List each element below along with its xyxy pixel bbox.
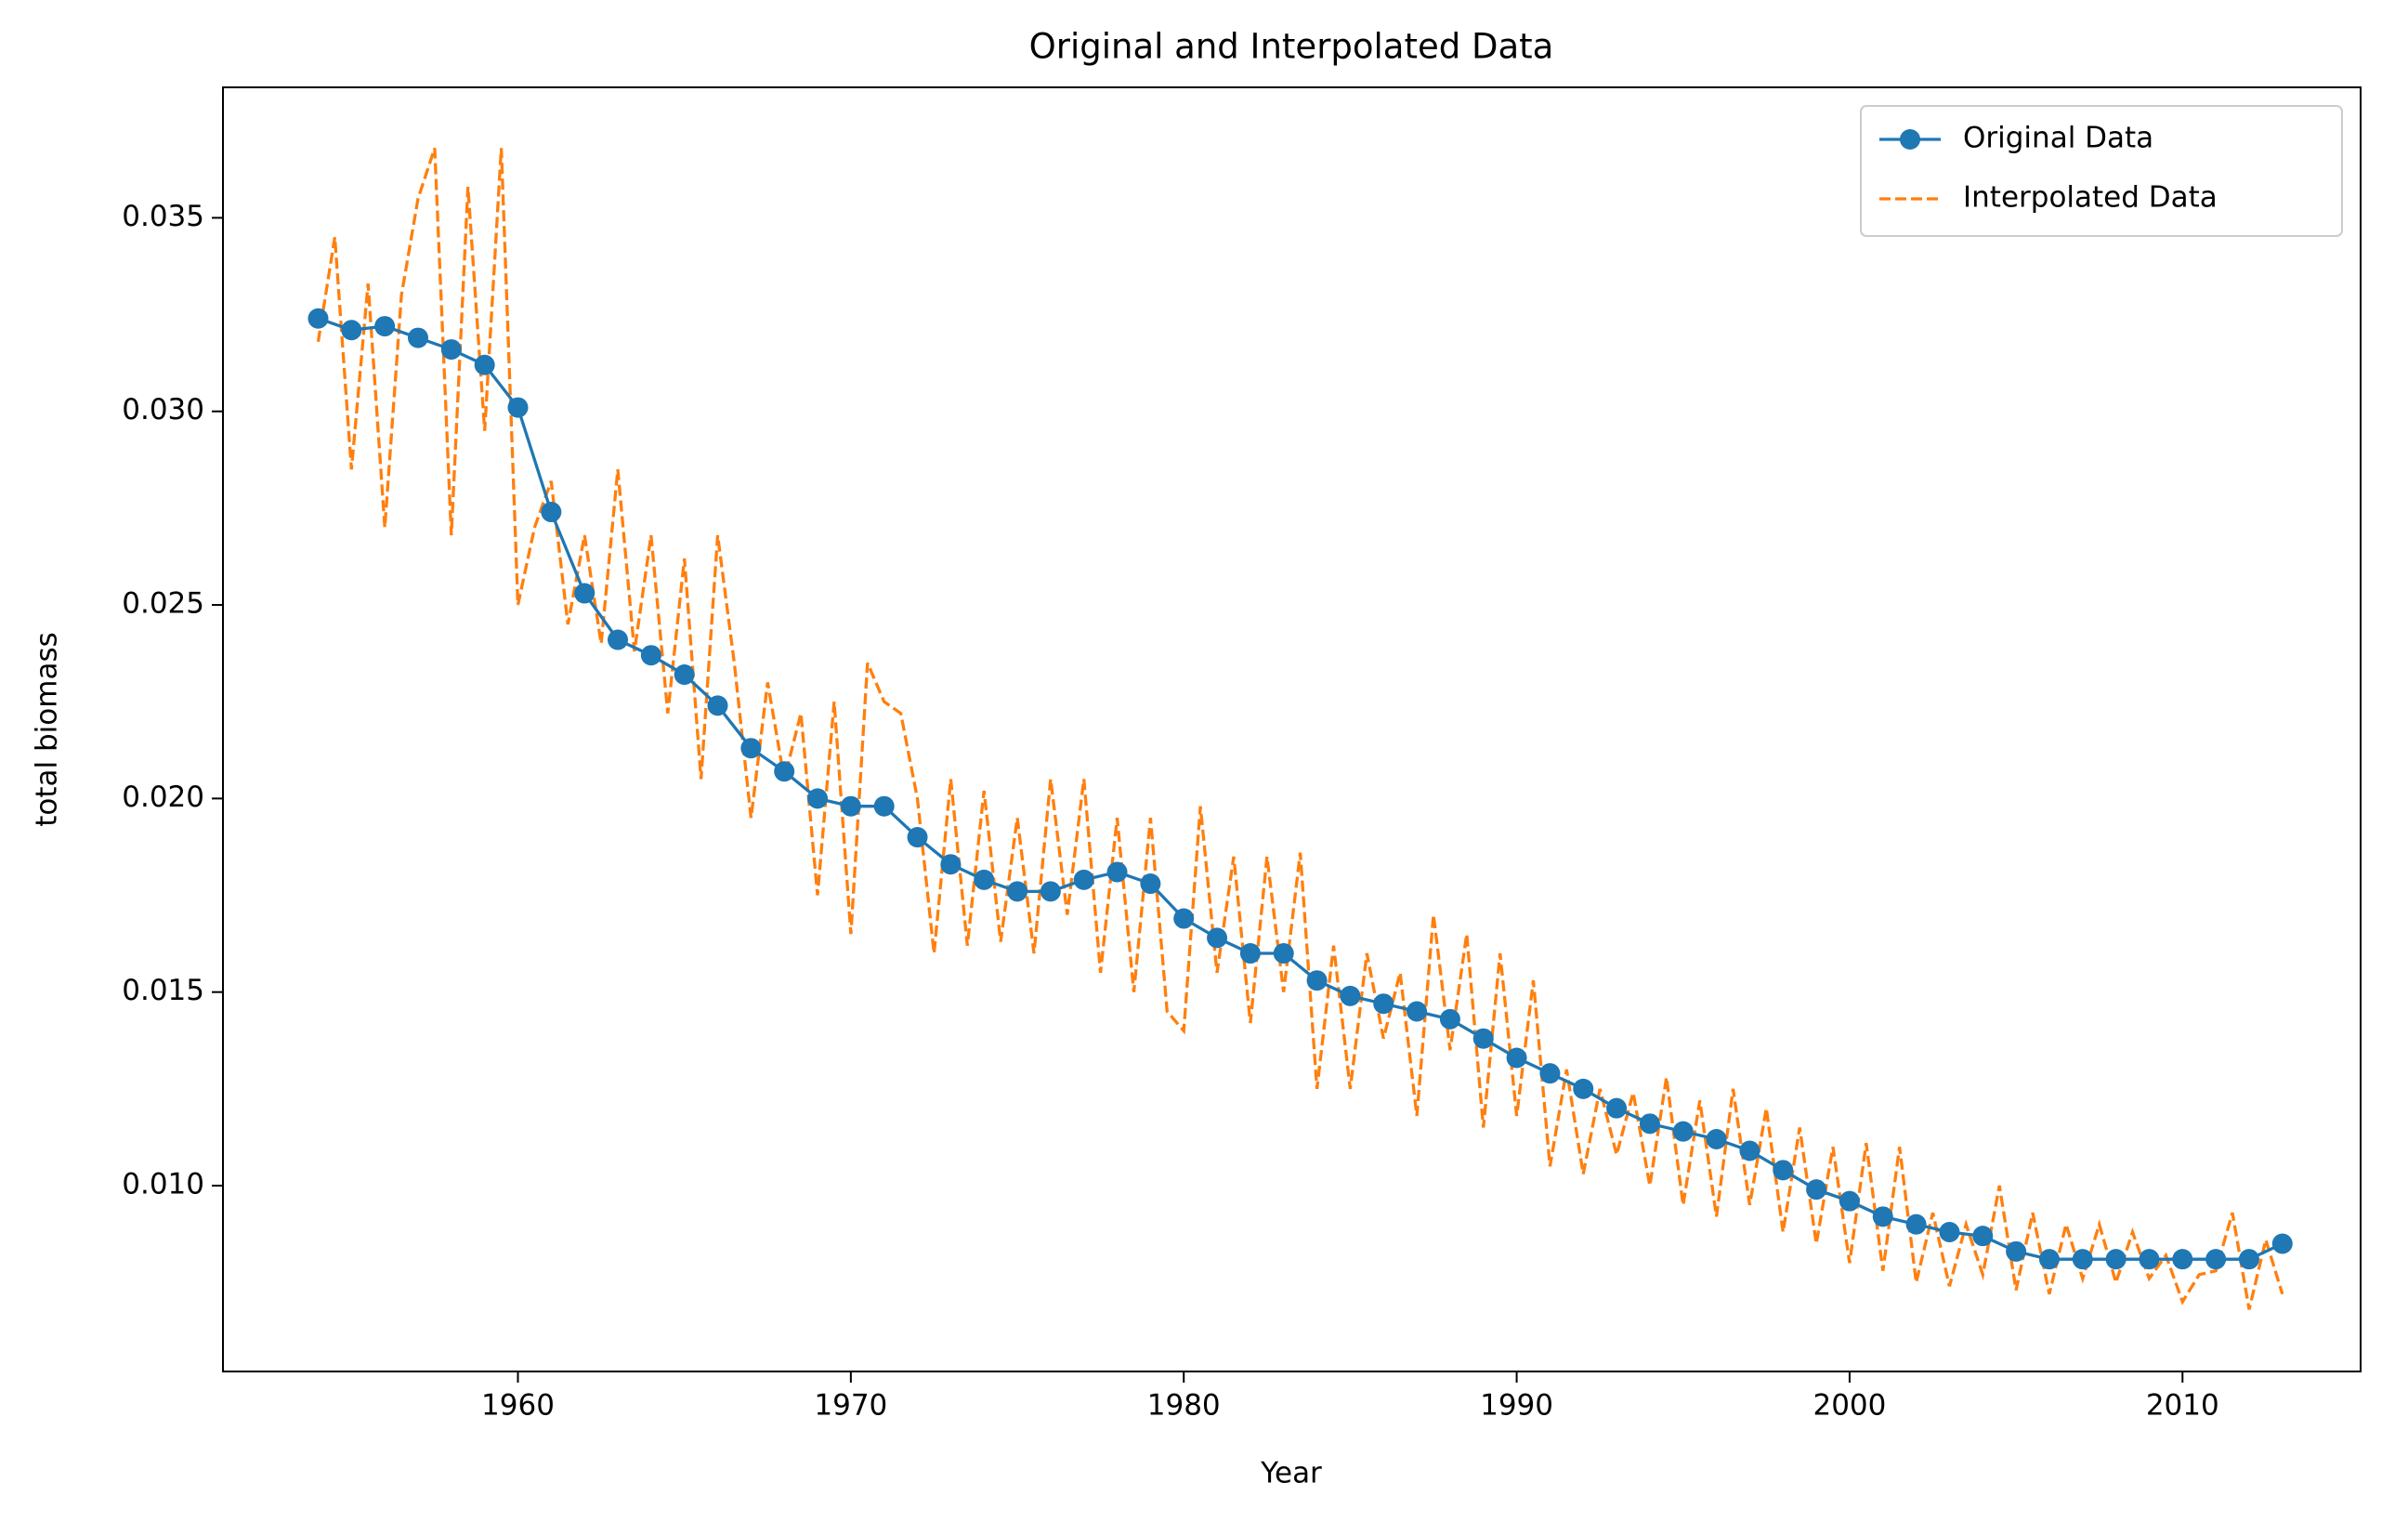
x-tick-label: 2010 <box>2146 1389 2219 1423</box>
data-point <box>640 645 661 666</box>
data-point <box>1439 1008 1460 1030</box>
data-point <box>1040 881 1061 902</box>
data-point <box>940 854 962 875</box>
legend-box <box>1860 105 2343 237</box>
data-point <box>2172 1249 2193 1270</box>
series-line <box>316 147 2284 1310</box>
series-line <box>317 317 2284 1261</box>
data-point <box>1773 1160 1794 1181</box>
data-point <box>507 397 529 418</box>
data-point <box>807 788 829 809</box>
data-point <box>2238 1249 2259 1270</box>
data-point <box>407 327 428 348</box>
data-point <box>1273 943 1294 964</box>
data-point <box>2139 1249 2160 1270</box>
legend-marker <box>1900 129 1920 150</box>
y-axis-label: total biomass <box>31 632 64 827</box>
data-point <box>674 664 695 686</box>
legend-label: Original Data <box>1963 122 2153 155</box>
y-tick-label: 0.015 <box>122 974 204 1007</box>
y-tick-label: 0.020 <box>122 781 204 814</box>
plot-frame <box>222 86 2362 1372</box>
chart-title: Original and Interpolated Data <box>1029 27 1554 67</box>
x-axis-label: Year <box>1260 1457 1322 1490</box>
data-point <box>907 827 928 848</box>
data-point <box>1506 1047 1527 1069</box>
data-point <box>2038 1249 2060 1270</box>
y-tick-label: 0.010 <box>122 1168 204 1201</box>
data-point <box>1706 1129 1727 1150</box>
legend-label: Interpolated Data <box>1963 181 2218 215</box>
data-point <box>1340 985 1361 1006</box>
y-tick-label: 0.030 <box>122 393 204 426</box>
x-tick-label: 2000 <box>1813 1389 1886 1423</box>
data-point <box>1373 993 1394 1015</box>
data-point <box>1905 1214 1927 1235</box>
data-point <box>1606 1097 1628 1119</box>
data-point <box>774 761 795 782</box>
data-point <box>541 502 562 523</box>
data-point <box>1539 1063 1561 1084</box>
x-tick-label: 1990 <box>1480 1389 1553 1423</box>
data-point <box>1872 1206 1893 1227</box>
data-point <box>1207 927 1228 949</box>
data-point <box>1239 943 1261 964</box>
data-point <box>1173 908 1195 929</box>
data-point <box>707 695 728 716</box>
data-point <box>1839 1190 1860 1212</box>
data-point <box>1739 1140 1760 1161</box>
data-point <box>1007 881 1028 902</box>
data-point <box>608 629 629 650</box>
data-point <box>1972 1226 1994 1247</box>
data-point <box>374 316 396 337</box>
data-point <box>840 795 861 817</box>
data-point <box>1806 1179 1827 1201</box>
data-point <box>740 738 762 759</box>
y-tick-label: 0.025 <box>122 587 204 621</box>
x-tick-label: 1960 <box>481 1389 555 1423</box>
data-point <box>2271 1233 2293 1254</box>
data-point <box>308 308 329 329</box>
data-point <box>440 339 462 361</box>
data-point <box>1407 1001 1428 1022</box>
data-point <box>1939 1222 1960 1243</box>
data-point <box>1573 1078 1594 1099</box>
data-point <box>1672 1121 1694 1142</box>
x-tick-label: 1970 <box>814 1389 887 1423</box>
data-point <box>574 583 595 604</box>
data-point <box>1306 970 1328 991</box>
data-point <box>2072 1249 2093 1270</box>
x-tick-label: 1980 <box>1147 1389 1221 1423</box>
data-point <box>1073 869 1094 890</box>
data-point <box>2205 1249 2227 1270</box>
data-point <box>474 354 495 375</box>
data-point <box>1472 1028 1494 1049</box>
y-tick-label: 0.035 <box>122 200 204 233</box>
data-point <box>341 320 362 341</box>
data-point <box>1639 1113 1660 1135</box>
data-point <box>2006 1240 2027 1262</box>
data-point <box>873 795 895 817</box>
data-point <box>1106 861 1128 883</box>
data-point <box>1140 873 1161 895</box>
data-point <box>2105 1249 2127 1270</box>
data-point <box>974 869 995 890</box>
